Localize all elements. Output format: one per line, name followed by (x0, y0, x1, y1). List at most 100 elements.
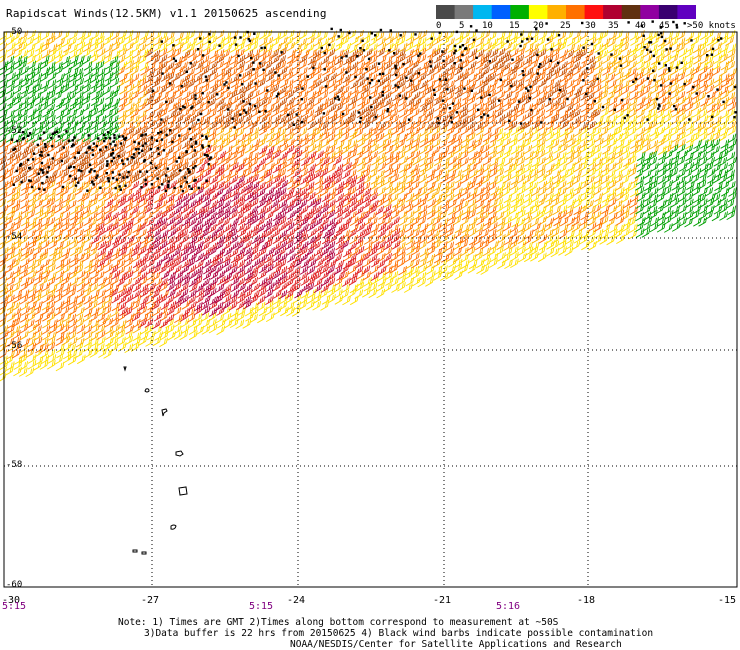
contaminated-barb (109, 142, 112, 146)
contaminated-barb (548, 98, 551, 101)
contaminated-barb (207, 144, 210, 148)
contaminated-barb (173, 186, 176, 190)
contaminated-barb (106, 160, 109, 163)
contaminated-barb (175, 160, 178, 163)
contaminated-barb (322, 112, 326, 115)
legend-label: >50 knots (687, 21, 736, 31)
contaminated-barb (469, 25, 473, 28)
contaminated-barb (692, 85, 695, 89)
contaminated-barb (610, 53, 613, 56)
island-outline (175, 450, 184, 457)
contaminated-barb (455, 111, 459, 114)
contaminated-barb (519, 44, 522, 48)
contaminated-barb (668, 69, 671, 72)
map-frame (3, 31, 738, 588)
contaminated-barb (127, 170, 130, 174)
contaminated-barb (179, 185, 183, 188)
contaminated-barb (166, 167, 169, 170)
contaminated-barb (77, 151, 80, 154)
contaminated-barb (263, 46, 266, 49)
contaminated-barb (88, 163, 92, 166)
contaminated-barb (243, 109, 246, 112)
contaminated-barb (486, 114, 490, 117)
contaminated-barb (277, 74, 280, 77)
contaminated-barb (649, 41, 653, 44)
contaminated-barb (498, 99, 501, 102)
contaminated-barb (292, 123, 296, 126)
contaminated-barb (206, 154, 209, 158)
contaminated-barb (124, 136, 128, 140)
footer-note-2: 3)Data buffer is 22 hrs from 20150625 4)… (144, 628, 654, 639)
contaminated-barb (252, 68, 255, 71)
contaminated-barb (483, 113, 486, 116)
contaminated-barb (557, 61, 560, 65)
lon-label: -18 (577, 595, 596, 606)
contaminated-barb (50, 136, 53, 140)
contaminated-barb (356, 55, 359, 58)
contaminated-barb (73, 156, 77, 159)
legend-label: 40 (635, 21, 646, 31)
contaminated-barb (38, 154, 42, 157)
contaminated-barb (40, 154, 43, 157)
contaminated-barb (182, 105, 185, 108)
contaminated-barb (40, 151, 43, 154)
contaminated-barb (162, 149, 166, 152)
contaminated-barb (377, 79, 380, 83)
contaminated-barb (626, 114, 629, 117)
contaminated-barb (688, 118, 691, 121)
contaminated-barb (582, 46, 585, 49)
contaminated-barb (488, 60, 491, 63)
contaminated-barb (252, 61, 255, 64)
contaminated-barb (115, 178, 119, 181)
contaminated-barb (519, 122, 523, 125)
contaminated-barb (345, 71, 348, 74)
contaminated-barb (441, 50, 444, 53)
contaminated-barb (300, 98, 304, 101)
legend-swatch (510, 5, 530, 19)
contaminated-barb (208, 40, 211, 44)
contaminated-barb (254, 82, 257, 85)
contaminated-barb (156, 177, 159, 180)
contaminated-barb (675, 23, 678, 27)
contaminated-barb (320, 46, 323, 50)
contaminated-barb (280, 51, 283, 54)
contaminated-barb (657, 33, 660, 37)
contaminated-barb (137, 152, 141, 155)
contaminated-barb (464, 47, 467, 50)
contaminated-barb (394, 73, 398, 77)
contaminated-barb (253, 32, 256, 35)
lat-lon-grid (4, 32, 737, 587)
island-outline (144, 388, 150, 393)
legend-swatch (621, 5, 641, 19)
contaminated-barb (121, 135, 124, 138)
contaminated-barb (21, 137, 25, 141)
contaminated-barb (649, 50, 652, 54)
contaminated-barb (233, 36, 237, 39)
contaminated-barb (86, 189, 89, 192)
contaminated-barb (627, 21, 630, 24)
legend-label: 0 (436, 21, 442, 31)
contaminated-barb (62, 146, 65, 149)
contaminated-barb (437, 121, 440, 125)
contaminated-barb (40, 161, 44, 165)
contaminated-barb (45, 175, 49, 179)
contaminated-barb (511, 58, 514, 61)
contaminated-barb (328, 43, 331, 47)
contaminated-barb (39, 168, 42, 171)
contaminated-barb (102, 133, 106, 136)
contaminated-barb (734, 111, 737, 114)
contaminated-barb (451, 102, 455, 105)
contaminated-barb (137, 142, 141, 145)
legend-swatch (473, 5, 493, 19)
contaminated-barb (669, 47, 672, 50)
contaminated-barb (529, 85, 532, 88)
contaminated-barb (673, 104, 676, 108)
contaminated-barb (174, 59, 177, 63)
contaminated-barb (659, 26, 662, 29)
contaminated-barb (635, 77, 638, 81)
wind-barb-group (0, 30, 737, 360)
contaminated-barb (394, 67, 398, 70)
contaminated-barb (167, 183, 170, 187)
contaminated-barb (126, 158, 129, 161)
